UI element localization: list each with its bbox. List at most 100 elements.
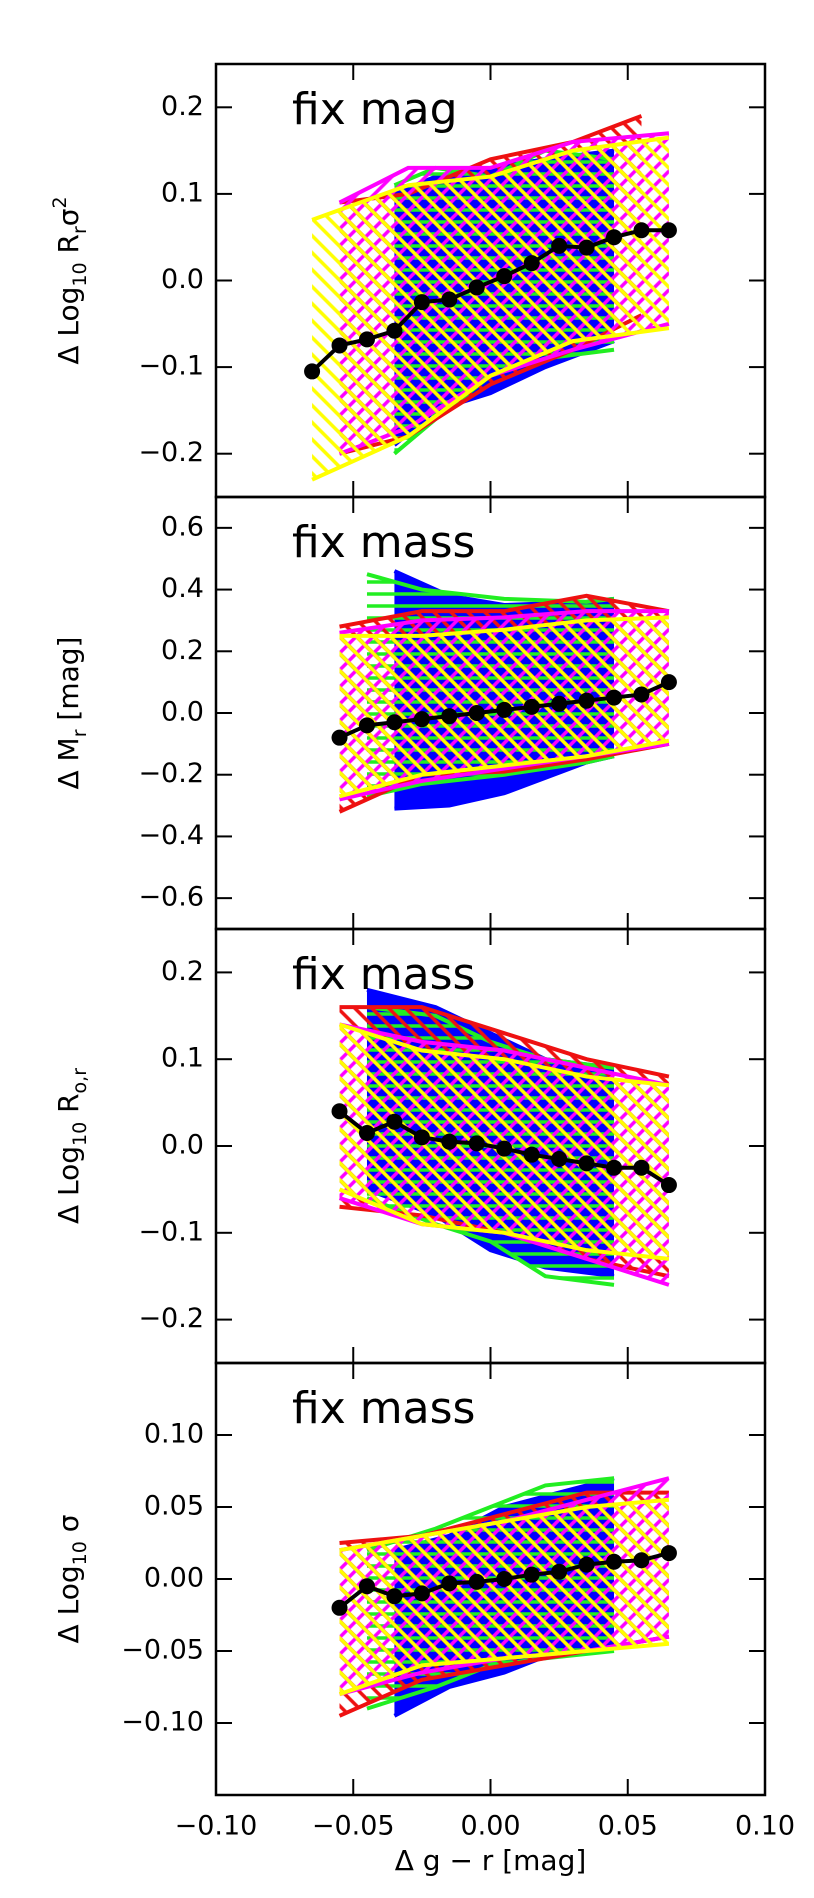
plot-area <box>331 1476 677 1718</box>
y-axis-label-part: σ <box>52 208 85 226</box>
data-point <box>331 1599 348 1616</box>
y-tick-label: −0.4 <box>138 820 204 851</box>
data-point <box>523 1566 540 1583</box>
y-tick-label: 0.1 <box>161 177 204 208</box>
y-axis-label: Δ Log10 Rrσ2 <box>49 196 91 364</box>
y-axis-label-part: Δ M <box>52 737 85 789</box>
y-tick-label: −0.2 <box>138 758 204 789</box>
y-tick-label: 0.6 <box>161 511 204 542</box>
data-point <box>358 1124 375 1141</box>
data-point <box>413 294 430 311</box>
data-point <box>660 222 677 239</box>
data-point <box>496 1571 513 1587</box>
data-point <box>331 337 348 354</box>
band-upper <box>339 1497 670 1553</box>
data-point <box>660 674 677 691</box>
data-point <box>386 714 403 731</box>
y-tick-label: −0.05 <box>121 1635 204 1666</box>
data-point <box>441 1133 458 1150</box>
data-point <box>606 229 623 246</box>
y-axis-label-part: o,r <box>69 1068 91 1094</box>
x-axis-label: Δ g − r [mag] <box>395 1844 587 1877</box>
data-point <box>578 239 595 256</box>
band-upper <box>339 593 670 629</box>
y-tick-label: 0.00 <box>144 1563 204 1594</box>
y-axis-label-part: [mag] <box>52 637 85 730</box>
data-point <box>660 1177 677 1194</box>
data-point <box>496 268 513 285</box>
y-tick-label: 0.10 <box>144 1419 204 1450</box>
data-point <box>633 1159 650 1176</box>
data-point <box>496 1140 513 1157</box>
plot-area <box>331 987 677 1287</box>
band-upper <box>311 135 670 222</box>
band-upper <box>338 1022 670 1088</box>
band-lower <box>338 1641 670 1697</box>
data-point <box>468 705 485 721</box>
data-point <box>413 1585 430 1602</box>
data-point <box>441 1575 458 1592</box>
y-tick-label: −0.2 <box>138 1303 204 1334</box>
data-point <box>606 689 623 706</box>
panel-title: fix mass <box>292 517 475 568</box>
data-point <box>386 1588 403 1605</box>
data-point <box>468 1135 485 1152</box>
x-tick-label: 0.10 <box>735 1811 795 1842</box>
data-point <box>331 729 348 746</box>
data-point <box>551 695 568 712</box>
data-point <box>358 1578 375 1595</box>
data-point <box>358 331 375 348</box>
data-point <box>606 1553 623 1570</box>
band-lower <box>338 1187 670 1261</box>
y-tick-label: −0.2 <box>138 437 204 468</box>
y-axis-label-part: Δ Log <box>52 287 85 365</box>
band-upper <box>339 609 669 635</box>
y-axis-label: Δ Log10 Ro,r <box>52 1068 91 1224</box>
data-point <box>523 1146 540 1163</box>
band-upper <box>339 1005 670 1079</box>
data-point <box>468 279 485 296</box>
y-axis-label-part: r <box>69 226 91 234</box>
y-axis-label: Δ Log10 σ <box>52 1515 91 1644</box>
y-tick-label: 0.05 <box>144 1491 204 1522</box>
y-axis-label-part: r <box>69 729 91 737</box>
panel-title: fix mag <box>292 84 458 135</box>
data-point <box>606 1159 623 1176</box>
band-lower <box>366 754 615 799</box>
y-axis-label-part: σ <box>52 1515 85 1542</box>
y-tick-label: −0.1 <box>138 1216 204 1247</box>
band-lower <box>311 326 670 482</box>
x-tick-label: 0.05 <box>598 1811 658 1842</box>
data-point <box>551 1563 568 1580</box>
y-tick-label: 0.0 <box>161 697 204 728</box>
band-upper <box>338 131 670 205</box>
y-tick-label: 0.2 <box>161 635 204 666</box>
x-tick-label: −0.05 <box>312 1811 395 1842</box>
data-point <box>660 1545 677 1562</box>
band-upper <box>339 615 669 638</box>
y-axis-label-part: Δ Log <box>52 1565 85 1643</box>
y-axis-label-part: 2 <box>49 196 71 208</box>
y-axis-label-part: R <box>52 234 85 262</box>
plot-area <box>304 114 677 482</box>
x-tick-label: 0.00 <box>460 1811 520 1842</box>
y-axis-label-part: 10 <box>69 262 91 286</box>
data-point <box>551 1151 568 1168</box>
band-area <box>339 1499 669 1695</box>
data-point <box>578 1556 595 1573</box>
data-point <box>413 1129 430 1146</box>
y-axis-label: Δ Mr [mag] <box>52 637 91 790</box>
y-tick-label: −0.10 <box>121 1707 204 1738</box>
data-point <box>496 701 513 718</box>
y-tick-label: −0.1 <box>138 351 204 382</box>
data-point <box>578 692 595 709</box>
y-tick-label: 0.0 <box>161 264 204 295</box>
data-point <box>386 1113 403 1130</box>
data-point <box>304 363 321 380</box>
y-axis-label-part: 10 <box>69 1122 91 1146</box>
y-tick-label: 0.2 <box>161 91 204 122</box>
x-tick-label: −0.10 <box>175 1811 258 1842</box>
band-area <box>312 137 669 480</box>
panel-title: fix mass <box>292 1383 475 1434</box>
